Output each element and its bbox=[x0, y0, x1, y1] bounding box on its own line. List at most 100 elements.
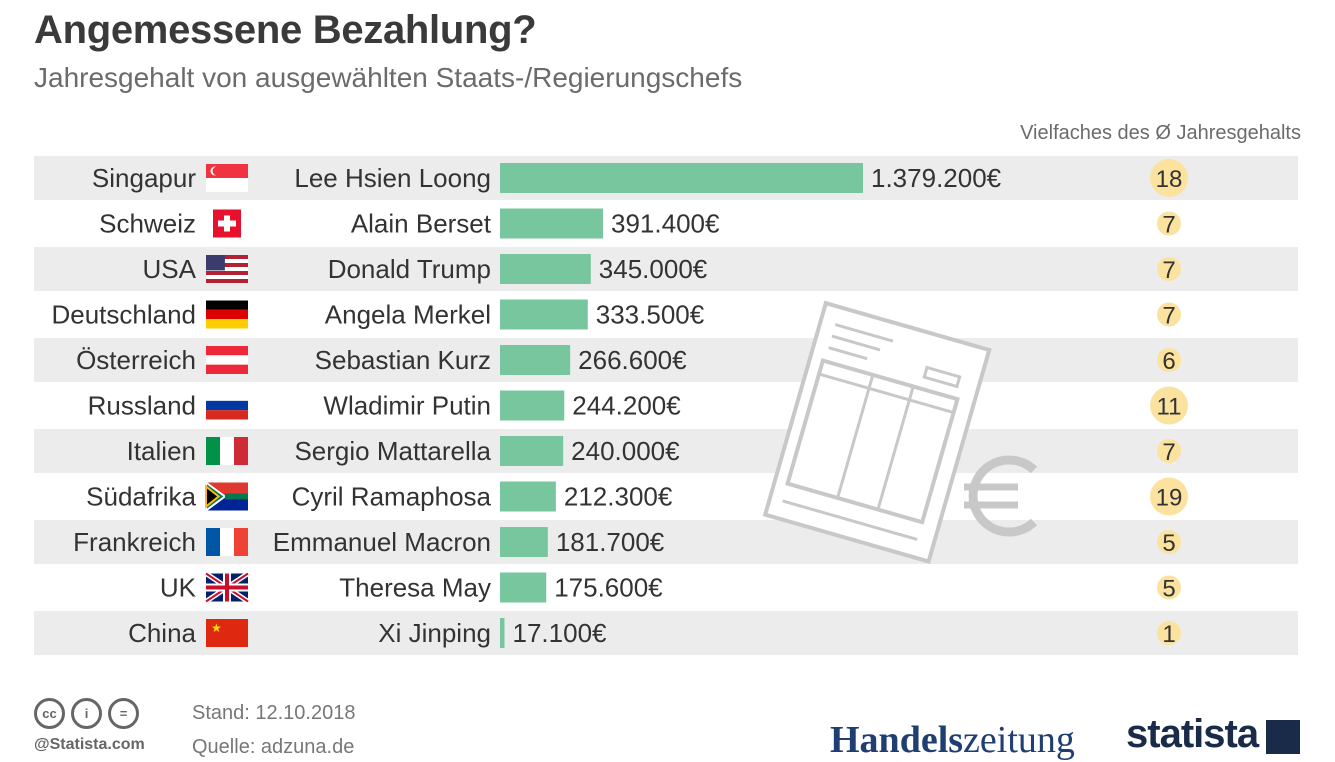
flag-stripe bbox=[206, 267, 248, 271]
multiple-badge bbox=[1157, 348, 1181, 372]
france-flag bbox=[206, 528, 248, 556]
flag-stripe bbox=[206, 346, 248, 356]
multiple-badge bbox=[1157, 575, 1181, 600]
flag-crescent bbox=[212, 166, 222, 176]
singapore-flag bbox=[206, 164, 248, 192]
multiple-label: 5 bbox=[1162, 530, 1175, 557]
flag-stripe bbox=[234, 437, 248, 465]
flag-stripe bbox=[206, 309, 248, 320]
multiple-badge bbox=[1150, 386, 1188, 425]
italy-flag bbox=[206, 437, 248, 465]
multiple-badge bbox=[1150, 477, 1188, 516]
flag-canton bbox=[206, 255, 225, 271]
flag-cross bbox=[218, 220, 236, 227]
leader-label: Theresa May bbox=[339, 573, 491, 603]
salary-bar bbox=[500, 390, 565, 421]
flag-stripe bbox=[206, 271, 248, 275]
country-label: China bbox=[128, 618, 196, 648]
flag-stripe bbox=[206, 178, 248, 192]
leader-label: Sergio Mattarella bbox=[294, 436, 491, 466]
multiple-label: 11 bbox=[1157, 394, 1182, 421]
statista-logo: statista bbox=[1126, 712, 1259, 756]
invoice-table-line bbox=[876, 386, 915, 510]
flag-stripe bbox=[206, 259, 248, 263]
salary-bar bbox=[500, 163, 863, 193]
multiple-label: 19 bbox=[1156, 485, 1183, 512]
multiple-label: 7 bbox=[1162, 257, 1175, 284]
license-icons: cc i = bbox=[34, 698, 139, 729]
flag-chevron bbox=[205, 484, 221, 509]
flag-stripe bbox=[206, 319, 248, 329]
multiple-label: 7 bbox=[1162, 439, 1175, 466]
salary-bar bbox=[500, 572, 547, 603]
switzerland-flag bbox=[213, 209, 241, 238]
leader-label: Alain Berset bbox=[351, 209, 492, 239]
salary-bar bbox=[500, 527, 548, 557]
source-text: Quelle: adzuna.de bbox=[192, 736, 355, 758]
multiple-badge bbox=[1157, 621, 1181, 645]
flag-stripe bbox=[206, 355, 248, 365]
uk-flag bbox=[204, 571, 250, 604]
flag-star: ★ bbox=[211, 621, 222, 635]
multiple-badge bbox=[1157, 211, 1181, 236]
leader-label: Sebastian Kurz bbox=[315, 345, 491, 375]
flag-stripe bbox=[206, 400, 248, 411]
flag-stripe bbox=[206, 255, 248, 259]
handelszeitung-logo-bold: Handels bbox=[830, 719, 964, 761]
flag-stripe bbox=[206, 437, 220, 465]
south-africa-flag bbox=[205, 480, 248, 513]
handelszeitung-logo: Handelszeitung bbox=[830, 718, 1075, 762]
china-flag: ★ bbox=[206, 619, 248, 647]
chart-title: Angemessene Bezahlung? bbox=[34, 8, 537, 52]
value-label: 333.500€ bbox=[596, 300, 705, 330]
austria-flag bbox=[206, 346, 248, 374]
leader-label: Xi Jinping bbox=[378, 618, 491, 648]
flag-stripe bbox=[220, 437, 234, 465]
country-label: UK bbox=[160, 573, 197, 603]
invoice-line bbox=[782, 499, 918, 541]
salary-bar bbox=[500, 254, 591, 284]
multiple-label: 6 bbox=[1162, 348, 1175, 375]
equals-icon: = bbox=[108, 698, 139, 729]
leader-label: Angela Merkel bbox=[325, 300, 491, 330]
leader-label: Donald Trump bbox=[328, 254, 491, 284]
value-label: 391.400€ bbox=[611, 209, 720, 239]
germany-flag bbox=[206, 300, 248, 329]
date-text: Stand: 12.10.2018 bbox=[192, 702, 356, 724]
value-label: 266.600€ bbox=[578, 345, 687, 375]
multiple-label: 5 bbox=[1162, 576, 1175, 603]
leader-label: Cyril Ramaphosa bbox=[292, 482, 492, 512]
flag-stripe bbox=[206, 528, 220, 556]
euro-icon-arc bbox=[968, 455, 1038, 537]
multiple-badge bbox=[1150, 159, 1188, 197]
flag-band bbox=[224, 493, 248, 500]
country-label: Südafrika bbox=[86, 482, 196, 512]
flag-stripe bbox=[206, 300, 248, 310]
multiple-label: 1 bbox=[1162, 621, 1175, 648]
invoice-line bbox=[831, 334, 881, 352]
country-label: Schweiz bbox=[99, 209, 196, 239]
flag-stripe bbox=[206, 364, 248, 374]
flag-field bbox=[206, 619, 248, 647]
country-label: Russland bbox=[88, 391, 196, 421]
leader-label: Lee Hsien Loong bbox=[294, 163, 491, 193]
salary-bar bbox=[500, 208, 604, 239]
country-label: Frankreich bbox=[73, 527, 196, 557]
multiple-badge bbox=[1157, 302, 1181, 327]
value-label: 175.600€ bbox=[554, 573, 663, 603]
value-label: 1.379.200€ bbox=[871, 163, 1002, 193]
salary-bar bbox=[500, 618, 505, 648]
invoice-table bbox=[785, 358, 960, 525]
multiple-badge bbox=[1157, 257, 1181, 281]
multiple-badge bbox=[1157, 530, 1181, 554]
salary-bar bbox=[500, 436, 564, 466]
country-label: Deutschland bbox=[51, 300, 196, 330]
country-label: Österreich bbox=[76, 345, 196, 375]
invoice-illustration bbox=[762, 300, 992, 564]
chart-subtitle: Jahresgehalt von ausgewählten Staats-/Re… bbox=[34, 62, 743, 93]
multiple-label: 7 bbox=[1162, 212, 1175, 239]
flag-stripe bbox=[220, 528, 234, 556]
value-label: 212.300€ bbox=[564, 482, 673, 512]
leader-label: Wladimir Putin bbox=[323, 391, 491, 421]
